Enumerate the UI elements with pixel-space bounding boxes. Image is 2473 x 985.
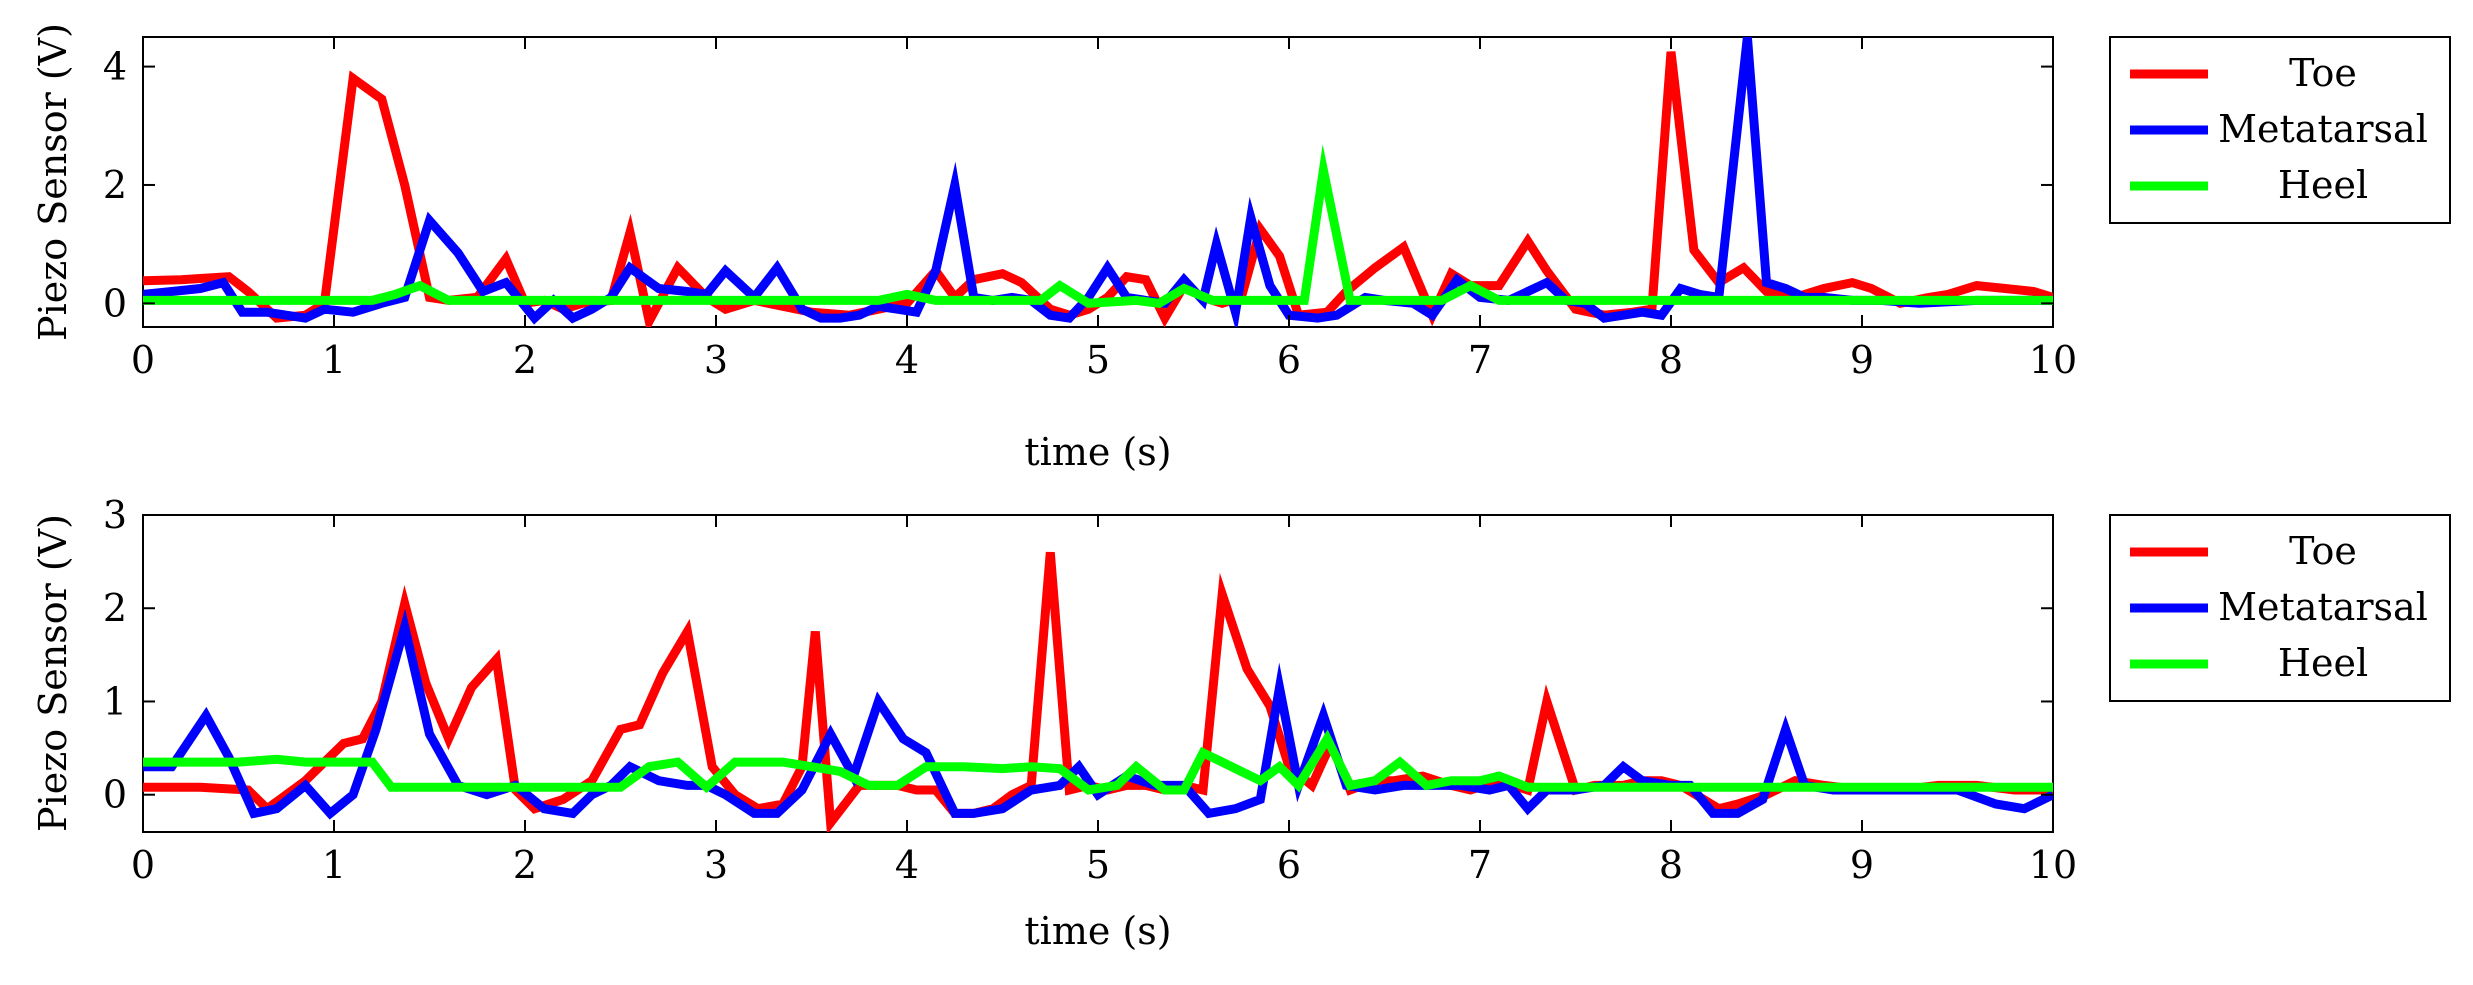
top-legend-label-heel: Heel bbox=[2278, 163, 2368, 207]
bottom-series-layer bbox=[143, 551, 2053, 832]
bottom-x-tick-label-3: 3 bbox=[704, 843, 728, 887]
top-x-axis-label: time (s) bbox=[1024, 430, 1171, 474]
bottom-y-tick-label-1: 1 bbox=[103, 679, 127, 723]
top-x-tick-label-2: 2 bbox=[513, 338, 537, 382]
top-y-axis-label: Piezo Sensor (V) bbox=[31, 23, 75, 341]
top-x-tick-label-5: 5 bbox=[1086, 338, 1110, 382]
bottom-chart-panel: 0 1 2 3 4 5 6 7 8 9 10 0 1 2 3 time (s) Piezo Sensor … bbox=[31, 493, 2451, 953]
top-y-tick-label-2: 2 bbox=[103, 163, 127, 207]
bottom-y-tick-label-0: 0 bbox=[103, 773, 127, 817]
top-chart-panel: 0 1 2 3 4 5 6 7 8 9 10 0 2 4 time (s) Piezo Sensor (… bbox=[31, 23, 2451, 474]
top-y-tick-label-0: 0 bbox=[103, 281, 127, 325]
bottom-x-ticks: 0 1 2 3 4 5 6 7 8 9 10 bbox=[131, 515, 2077, 887]
bottom-y-tick-label-3: 3 bbox=[103, 493, 127, 537]
bottom-series-heel bbox=[143, 729, 2053, 795]
bottom-x-tick-label-0: 0 bbox=[131, 843, 155, 887]
bottom-legend: Toe Metatarsal Heel bbox=[2109, 514, 2451, 702]
bottom-series-toe bbox=[143, 551, 2053, 832]
top-x-tick-label-10: 10 bbox=[2029, 338, 2077, 382]
bottom-x-tick-label-6: 6 bbox=[1277, 843, 1301, 887]
top-series-heel bbox=[143, 144, 2053, 308]
top-x-tick-label-4: 4 bbox=[895, 338, 919, 382]
top-x-tick-label-6: 6 bbox=[1277, 338, 1301, 382]
top-legend-label-metatarsal: Metatarsal bbox=[2218, 107, 2428, 151]
top-x-ticks: 0 1 2 3 4 5 6 7 8 9 10 bbox=[131, 37, 2077, 382]
top-x-tick-label-8: 8 bbox=[1659, 338, 1683, 382]
bottom-legend-label-toe: Toe bbox=[2289, 529, 2357, 573]
bottom-x-tick-label-1: 1 bbox=[322, 843, 346, 887]
top-x-tick-label-3: 3 bbox=[704, 338, 728, 382]
bottom-legend-label-metatarsal: Metatarsal bbox=[2218, 585, 2428, 629]
top-series-layer bbox=[143, 37, 2053, 327]
bottom-x-axis-label: time (s) bbox=[1024, 909, 1171, 953]
top-y-tick-label-4: 4 bbox=[103, 45, 127, 89]
top-x-tick-label-9: 9 bbox=[1850, 338, 1874, 382]
bottom-x-tick-label-2: 2 bbox=[513, 843, 537, 887]
top-x-tick-label-7: 7 bbox=[1468, 338, 1492, 382]
top-legend: Toe Metatarsal Heel bbox=[2109, 36, 2451, 224]
top-y-ticks: 0 2 4 bbox=[103, 45, 2053, 325]
bottom-y-tick-label-2: 2 bbox=[103, 586, 127, 630]
top-x-tick-label-0: 0 bbox=[131, 338, 155, 382]
bottom-x-tick-label-10: 10 bbox=[2029, 843, 2077, 887]
bottom-y-ticks: 0 1 2 3 bbox=[103, 493, 2053, 817]
bottom-x-tick-label-7: 7 bbox=[1468, 843, 1492, 887]
bottom-x-tick-label-5: 5 bbox=[1086, 843, 1110, 887]
top-x-tick-label-1: 1 bbox=[322, 338, 346, 382]
bottom-x-tick-label-4: 4 bbox=[895, 843, 919, 887]
bottom-x-tick-label-8: 8 bbox=[1659, 843, 1683, 887]
top-series-metatarsal bbox=[143, 37, 2053, 327]
bottom-y-axis-label: Piezo Sensor (V) bbox=[31, 514, 75, 832]
bottom-x-tick-label-9: 9 bbox=[1850, 843, 1874, 887]
bottom-legend-label-heel: Heel bbox=[2278, 641, 2368, 685]
top-legend-label-toe: Toe bbox=[2289, 51, 2357, 95]
